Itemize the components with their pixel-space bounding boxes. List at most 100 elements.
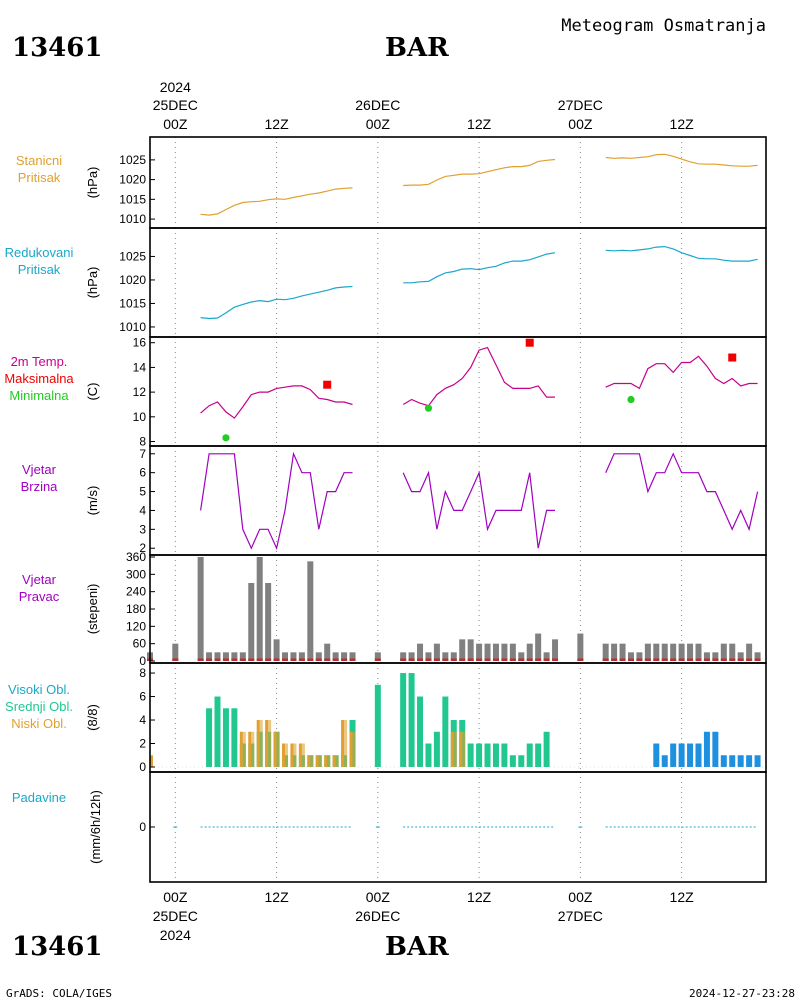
panel-label: Pritisak: [18, 262, 61, 277]
wind-direction-bar-base: [619, 658, 626, 661]
wind-direction-bar-base: [509, 658, 516, 661]
y-tick-label: 16: [133, 336, 147, 350]
series-line: [200, 285, 353, 320]
wind-direction-bar: [661, 643, 668, 661]
mid-cloud-bar: [476, 743, 483, 767]
mid-cloud-bar: [467, 743, 474, 767]
low-cloud-bar: [282, 743, 286, 767]
wind-direction-bar: [408, 652, 415, 661]
wind-direction-bar-base: [712, 658, 719, 661]
wind-direction-bar: [619, 643, 626, 661]
wind-direction-bar: [273, 639, 280, 661]
wind-direction-bar: [248, 583, 255, 661]
wind-direction-bar: [754, 652, 761, 661]
station-id-top: 13461: [12, 33, 102, 63]
wind-direction-bar: [197, 557, 204, 661]
wind-direction-bar: [374, 652, 381, 661]
grid-layer: [174, 137, 683, 882]
date-label-bottom: 25DEC: [153, 908, 198, 924]
wind-direction-bar: [737, 652, 744, 661]
wind-direction-bar-base: [611, 658, 618, 661]
panel-label: Minimalna: [9, 388, 69, 403]
mid-cloud-bar: [442, 696, 449, 767]
series-line: [605, 245, 758, 262]
low-cloud-bar: [352, 731, 356, 767]
panel-frame: [149, 227, 767, 338]
low-cloud-bar: [307, 755, 311, 767]
y-tick-label: 14: [133, 360, 147, 374]
data-layer: [147, 153, 766, 828]
y-tick-label: 240: [126, 585, 146, 599]
wind-direction-bar-base: [265, 658, 272, 661]
wind-direction-bar: [577, 633, 584, 661]
wind-direction-bar: [526, 643, 533, 661]
y-tick-label: 1020: [119, 173, 146, 187]
low-cloud-bar: [239, 731, 243, 767]
panel-label: Srednji Obl.: [5, 699, 73, 714]
wind-direction-bar: [256, 557, 263, 661]
wind-direction-bar-base: [720, 658, 727, 661]
time-tick-bottom: 12Z: [670, 889, 695, 905]
wind-direction-bar: [492, 643, 499, 661]
low-cloud-bar: [256, 720, 260, 767]
high-cloud-bar: [670, 743, 677, 767]
wind-direction-bar-base: [695, 658, 702, 661]
wind-direction-bar-base: [315, 658, 322, 661]
wind-direction-bar-base: [206, 658, 213, 661]
wind-direction-bar: [695, 643, 702, 661]
wind-direction-bar-base: [703, 658, 710, 661]
low-cloud-bar: [290, 743, 294, 767]
y-tick-label: 1020: [119, 273, 146, 287]
wind-direction-bar-base: [754, 658, 761, 661]
wind-direction-bar: [720, 643, 727, 661]
wind-direction-bar: [712, 652, 719, 661]
wind-direction-bar-base: [442, 658, 449, 661]
wind-direction-bar-base: [374, 658, 381, 661]
low-cloud-bar: [298, 743, 302, 767]
wind-direction-bar-base: [307, 658, 314, 661]
tmax-marker: [525, 338, 534, 347]
high-cloud-bar: [678, 743, 685, 767]
wind-direction-bar-base: [627, 658, 634, 661]
low-cloud-bar: [335, 755, 339, 767]
y-tick-label: 6: [139, 466, 146, 480]
low-cloud-bar: [324, 755, 328, 767]
time-tick-bottom: 12Z: [265, 889, 290, 905]
y-tick-label: 360: [126, 550, 146, 564]
wind-direction-bar: [206, 652, 213, 661]
low-cloud-bar: [327, 755, 331, 767]
mid-cloud-bar: [526, 743, 533, 767]
wind-direction-bar-base: [248, 658, 255, 661]
mid-cloud-bar: [484, 743, 491, 767]
wind-direction-bar: [627, 652, 634, 661]
time-tick-top: 00Z: [366, 116, 391, 132]
wind-direction-bar-base: [467, 658, 474, 661]
panel-frame: [149, 336, 767, 447]
tmin-marker: [222, 434, 230, 442]
low-cloud-bar: [349, 731, 353, 767]
wind-direction-bar-base: [197, 658, 204, 661]
y-axis-label: (m/s): [85, 486, 100, 516]
wind-direction-bar: [298, 652, 305, 661]
wind-direction-bar-base: [670, 658, 677, 661]
wind-direction-bar-base: [172, 658, 179, 661]
series-line: [402, 346, 555, 407]
tmax-marker: [728, 353, 737, 362]
mid-cloud-bar: [433, 731, 440, 767]
low-cloud-bar: [150, 755, 153, 767]
mid-cloud-bar: [535, 743, 542, 767]
wind-direction-bar: [467, 639, 474, 661]
time-tick-bottom: 00Z: [568, 889, 593, 905]
mid-cloud-bar: [417, 696, 424, 767]
date-label-bottom: 26DEC: [355, 908, 400, 924]
y-tick-label: 0: [139, 820, 146, 834]
low-cloud-bar: [315, 755, 319, 767]
panel-label: 2m Temp.: [11, 354, 68, 369]
year-label-top: 2024: [160, 79, 191, 95]
wind-direction-bar: [172, 643, 179, 661]
low-cloud-bar: [259, 720, 263, 767]
y-tick-label: 7: [139, 447, 146, 461]
wind-direction-bar: [653, 643, 660, 661]
wind-direction-bar: [239, 652, 246, 661]
